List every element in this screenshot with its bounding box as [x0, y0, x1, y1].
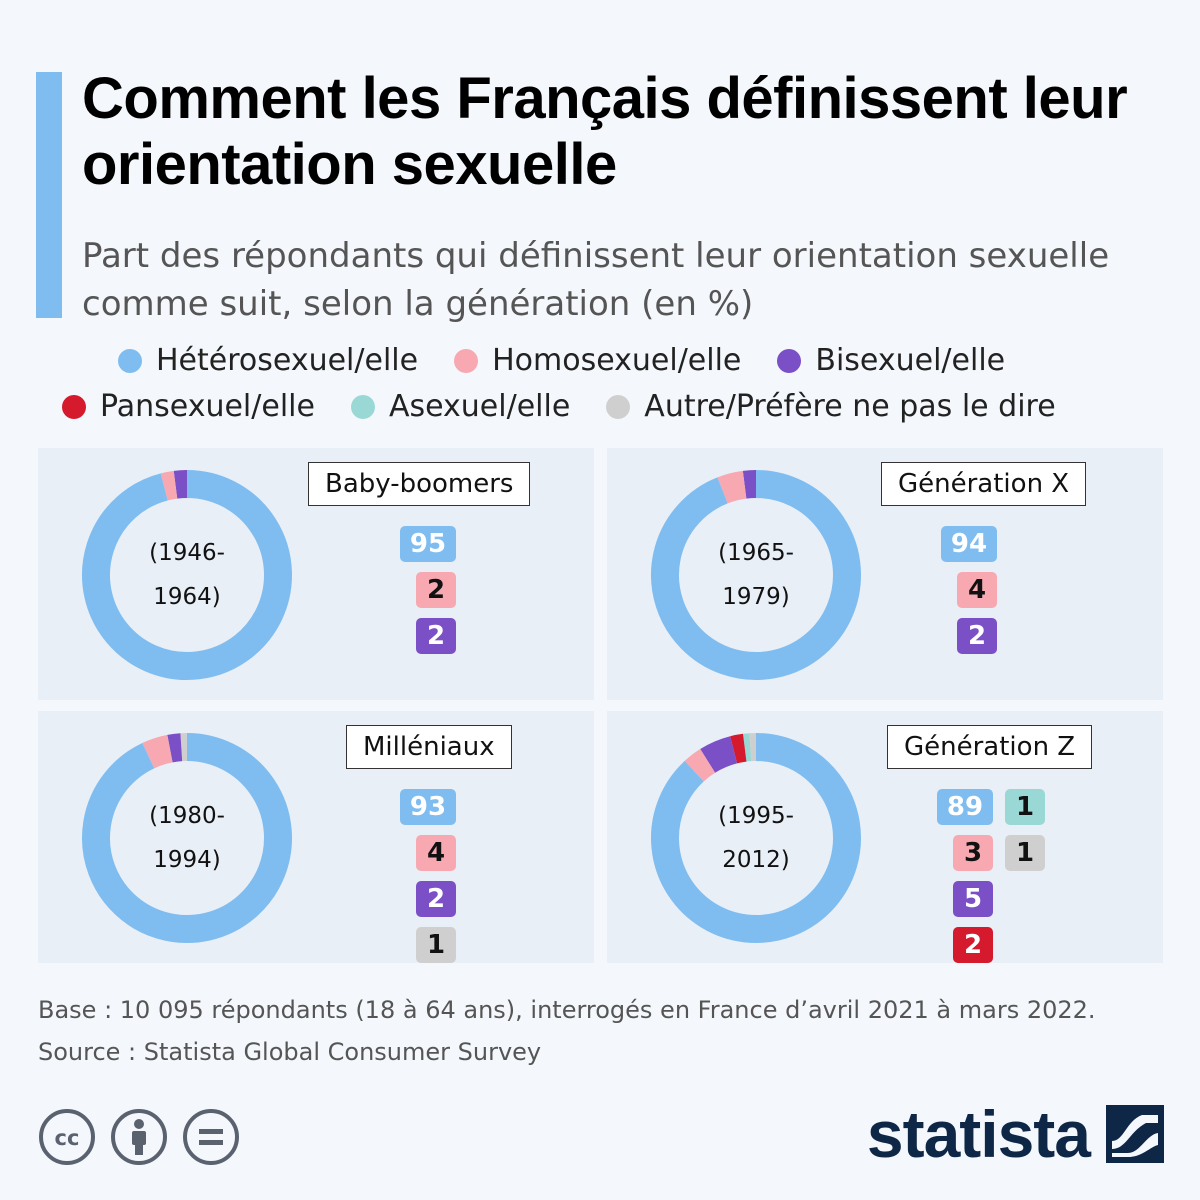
legend-item-bisexuel: Bisexuel/elle: [777, 343, 1005, 378]
donut-slice-homosexuel: [684, 749, 716, 782]
legend-row-2: Pansexuel/elle Asexuel/elle Autre/Préfèr…: [62, 389, 1092, 424]
years-line-2: 1994): [153, 847, 221, 873]
legend-swatch: [606, 394, 631, 419]
donut-center-label: (1980- 1994): [78, 729, 296, 947]
value-badge-autre: 1: [416, 927, 456, 963]
footnote-base: Base : 10 095 répondants (18 à 64 ans), …: [38, 996, 1096, 1024]
value-badge-heterosexuel: 89: [937, 789, 993, 825]
donut-slice-bisexuel: [173, 470, 188, 499]
value-badge-bisexuel: 2: [416, 881, 456, 917]
cc-icon[interactable]: cc: [38, 1108, 96, 1166]
value-badge-asexuel: 1: [1005, 789, 1045, 825]
donut-chart: [82, 733, 292, 943]
years-line-2: 1964): [153, 584, 221, 610]
license-icons: cc: [38, 1108, 254, 1166]
legend-label: Homosexuel/elle: [492, 343, 742, 378]
attribution-icon[interactable]: [110, 1108, 168, 1166]
value-badge-bisexuel: 2: [957, 618, 997, 654]
legend-item-homosexuel: Homosexuel/elle: [454, 343, 741, 378]
donut-slice-pansexuel: [730, 733, 747, 764]
value-badge-heterosexuel: 95: [400, 526, 456, 562]
value-badge-homosexuel: 4: [416, 835, 456, 871]
donut-chart: [651, 733, 861, 943]
panel-title: Baby-boomers: [308, 462, 531, 506]
donut-slice-bisexuel: [742, 470, 757, 499]
legend-item-heterosexuel: Hétérosexuel/elle: [118, 343, 418, 378]
chart-subtitle: Part des répondants qui définissent leur…: [82, 236, 1110, 324]
value-badge-heterosexuel: 94: [941, 526, 997, 562]
value-badge-homosexuel: 2: [416, 572, 456, 608]
legend-label: Autre/Préfère ne pas le dire: [644, 389, 1056, 424]
value-badge-pansexuel: 2: [953, 927, 993, 963]
panel-title: Milléniaux: [346, 725, 512, 769]
chart-title: Comment les Français définissent leur or…: [82, 66, 1128, 197]
donut-slice-heterosexuel: [82, 470, 292, 680]
svg-text:cc: cc: [55, 1126, 80, 1150]
donut-center-label: (1965- 1979): [647, 466, 865, 684]
brand[interactable]: statista: [867, 1098, 1164, 1170]
legend-label: Hétérosexuel/elle: [156, 343, 419, 378]
value-badge-bisexuel: 2: [416, 618, 456, 654]
value-badge-autre: 1: [1005, 835, 1045, 871]
years-line-1: (1965-: [718, 540, 794, 566]
footnote-source: Source : Statista Global Consumer Survey: [38, 1038, 542, 1066]
brand-wordmark: statista: [866, 1097, 1091, 1171]
donut-chart: [82, 470, 292, 680]
donut-slice-bisexuel: [167, 733, 183, 763]
donut-slice-homosexuel: [717, 470, 747, 504]
legend-swatch: [350, 394, 375, 419]
legend-label: Pansexuel/elle: [100, 389, 315, 424]
title-accent-bar: [36, 72, 62, 318]
donut-chart: [651, 470, 861, 680]
years-line-2: 1979): [722, 584, 790, 610]
donut-slice-heterosexuel: [651, 733, 861, 943]
donut-slice-bisexuel: [700, 736, 738, 774]
panel-baby-boomers: (1946- 1964) Baby-boomers 95 2 2: [38, 448, 594, 700]
legend-item-asexuel: Asexuel/elle: [350, 389, 571, 424]
donut-center-label: (1995- 2012): [647, 729, 865, 947]
donut-center-label: (1946- 1964): [78, 466, 296, 684]
legend-label: Bisexuel/elle: [815, 343, 1006, 378]
legend-row-1: Hétérosexuel/elle Homosexuel/elle Bisexu…: [118, 343, 1041, 378]
legend-item-autre: Autre/Préfère ne pas le dire: [606, 389, 1056, 424]
statista-logo-icon: [1106, 1105, 1164, 1163]
panel-milleniaux: (1980- 1994) Milléniaux 93 4 2 1: [38, 711, 594, 963]
years-line-1: (1995-: [718, 803, 794, 829]
value-badge-bisexuel: 5: [953, 881, 993, 917]
donut-slice-heterosexuel: [82, 733, 292, 943]
value-badge-heterosexuel: 93: [400, 789, 456, 825]
donut-slice-homosexuel: [160, 470, 178, 501]
panel-title: Génération X: [881, 462, 1087, 506]
legend-item-pansexuel: Pansexuel/elle: [62, 389, 315, 424]
value-badge-homosexuel: 4: [957, 572, 997, 608]
legend-swatch: [454, 348, 479, 373]
legend-swatch: [118, 348, 142, 373]
legend-label: Asexuel/elle: [388, 389, 571, 424]
panel-title: Génération Z: [887, 725, 1093, 769]
no-derivatives-icon[interactable]: [182, 1108, 240, 1166]
donut-slice-heterosexuel: [651, 470, 861, 680]
value-badge-homosexuel: 3: [953, 835, 993, 871]
legend-swatch: [777, 348, 802, 373]
years-line-1: (1946-: [149, 540, 225, 566]
years-line-2: 2012): [722, 847, 790, 873]
years-line-1: (1980-: [149, 803, 225, 829]
donut-slice-homosexuel: [142, 734, 173, 769]
panel-generation-x: (1965- 1979) Génération X 94 4 2: [607, 448, 1163, 700]
legend-swatch: [62, 394, 86, 419]
donut-slice-asexuel: [742, 733, 752, 762]
panel-generation-z: (1995- 2012) Génération Z 89 3 5 2 1 1: [607, 711, 1163, 963]
